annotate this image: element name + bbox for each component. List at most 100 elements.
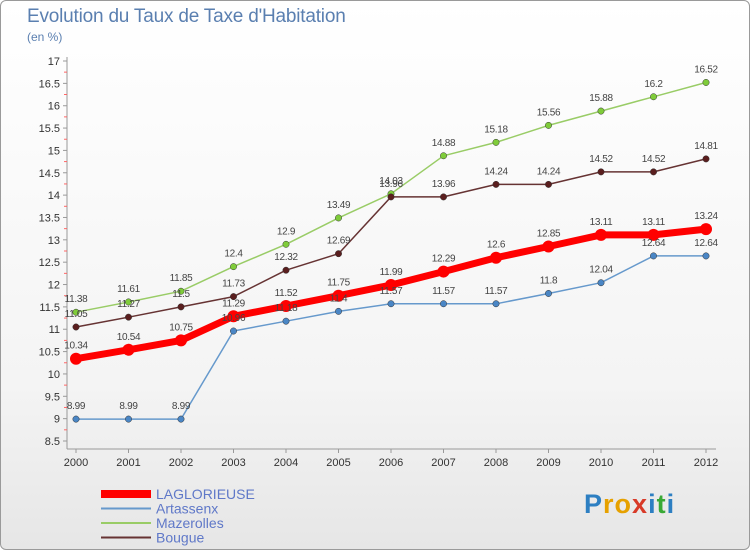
data-point-marker [177, 303, 185, 311]
data-label: 12.64 [694, 238, 718, 249]
data-label: 12.29 [432, 254, 456, 265]
y-tick-label: 16 [48, 101, 60, 113]
brand-letter: P [584, 489, 604, 519]
data-point-marker [437, 265, 450, 278]
data-label: 11.57 [380, 286, 404, 297]
data-label: 12.32 [274, 252, 298, 263]
data-label: 10.75 [169, 322, 193, 333]
data-point-marker [492, 300, 500, 308]
y-tick-label: 12 [48, 280, 60, 292]
brand-letter: x [632, 489, 649, 519]
data-label: 11.57 [485, 286, 509, 297]
data-label: 13.96 [379, 179, 403, 190]
data-label: 14.52 [642, 154, 666, 165]
data-label: 10.96 [222, 313, 246, 324]
data-point-marker [492, 138, 500, 146]
data-point-marker [125, 415, 132, 423]
data-label: 11.5 [172, 289, 190, 300]
data-point-marker [387, 300, 395, 308]
brand-letter: t [656, 489, 667, 519]
y-tick-label: 16.5 [39, 78, 60, 90]
y-tick-label: 14.5 [39, 168, 60, 180]
data-label: 11.29 [222, 298, 246, 309]
y-tick-label: 13.5 [39, 212, 60, 224]
data-label: 12.9 [277, 226, 296, 237]
data-point-marker [440, 152, 447, 160]
data-point-marker [597, 107, 605, 115]
data-point-marker [387, 193, 395, 201]
data-label: 11.27 [117, 299, 141, 310]
x-tick-label: 2003 [221, 457, 245, 469]
data-point-marker [542, 240, 555, 253]
data-label: 11.05 [65, 309, 89, 320]
data-label: 11.61 [117, 284, 141, 295]
y-tick-label: 14 [48, 190, 60, 202]
legend-entry-label: LAGLORIEUSE [156, 486, 255, 502]
data-label: 14.88 [432, 138, 456, 149]
data-point-marker [545, 121, 552, 129]
data-label: 10.34 [64, 341, 88, 352]
brand-letter: r [603, 489, 615, 519]
data-point-marker [647, 228, 660, 241]
data-point-marker [72, 308, 80, 316]
data-point-marker [702, 155, 710, 163]
data-point-marker [230, 293, 237, 301]
data-point-marker [125, 298, 132, 306]
y-tick-label: 12.5 [39, 257, 60, 269]
data-point-marker [282, 266, 290, 274]
data-label: 14.03 [379, 176, 403, 187]
data-point-marker [545, 290, 552, 297]
data-point-marker [125, 313, 132, 321]
data-label: 11.38 [65, 294, 89, 305]
data-label: 14.24 [484, 166, 508, 177]
y-tick-label: 10.5 [39, 347, 60, 359]
data-point-marker [122, 343, 135, 356]
data-point-marker [335, 250, 342, 258]
y-tick-label: 13 [48, 235, 60, 247]
data-point-marker [282, 240, 290, 248]
y-tick-label: 9 [54, 414, 60, 426]
data-label: 12.85 [537, 229, 561, 240]
data-point-marker [597, 279, 605, 287]
y-tick-label: 17 [48, 56, 60, 68]
data-label: 15.56 [537, 107, 561, 118]
x-tick-label: 2004 [274, 457, 298, 469]
data-point-marker [492, 180, 500, 188]
data-point-marker [335, 307, 342, 315]
data-point-marker [597, 168, 605, 176]
data-label: 12.64 [642, 238, 666, 249]
data-point-marker [332, 289, 345, 302]
data-label: 11.57 [432, 286, 456, 297]
data-label: 12.04 [589, 265, 613, 276]
data-label: 11.75 [327, 278, 351, 289]
data-label: 13.96 [432, 179, 456, 190]
x-tick-label: 2010 [589, 457, 613, 469]
data-label: 12.6 [487, 240, 506, 251]
data-point-marker [280, 299, 292, 312]
data-point-marker [70, 352, 82, 365]
data-label: 11.8 [540, 275, 558, 286]
x-tick-label: 2006 [379, 457, 403, 469]
data-point-marker [335, 214, 342, 222]
data-label: 8.99 [119, 401, 138, 412]
brand-letter: o [614, 489, 633, 519]
data-point-marker [650, 168, 657, 176]
data-label: 15.18 [484, 124, 508, 135]
x-tick-label: 2009 [536, 457, 560, 469]
data-point-marker [177, 287, 185, 295]
data-label: 11.18 [275, 303, 299, 314]
x-tick-label: 2005 [326, 457, 350, 469]
x-tick-label: 2008 [484, 457, 508, 469]
data-label: 14.52 [589, 154, 613, 165]
chart-title: Evolution du Taux de Taxe d'Habitation [27, 6, 346, 27]
data-point-marker [595, 228, 607, 241]
x-tick-label: 2002 [169, 457, 193, 469]
data-point-marker [385, 278, 397, 291]
legend-entry-label: Bougue [156, 530, 204, 546]
data-label: 11.52 [275, 288, 299, 299]
brand-logo: Proxiti [584, 489, 675, 520]
y-tick-label: 11.5 [39, 302, 60, 314]
y-tick-label: 15.5 [39, 123, 60, 135]
data-label: 13.24 [694, 211, 718, 222]
